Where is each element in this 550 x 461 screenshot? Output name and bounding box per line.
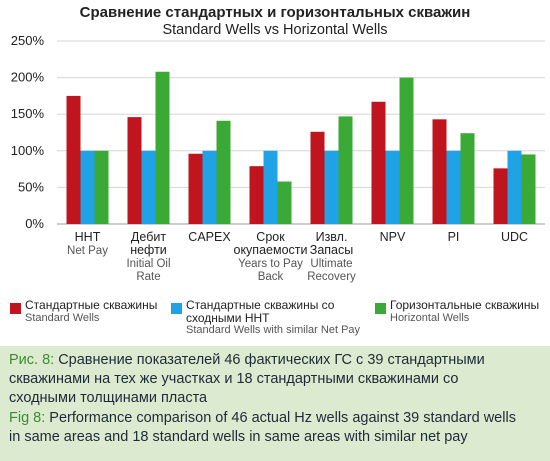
legend-swatch-standard-similar (171, 303, 182, 314)
x-tick-label-en: Rate (136, 271, 160, 283)
bar (66, 95, 81, 225)
caption-en-line1: Fig 8: Performance comparison of 46 actu… (9, 410, 516, 426)
bar (446, 150, 461, 224)
x-tick-label-en: Initial Oil (126, 258, 170, 270)
bar (324, 150, 339, 224)
chart-title: Сравнение стандартных и горизонтальных с… (79, 4, 471, 21)
legend-label-ru: Горизонтальные скважины (390, 298, 540, 312)
bar (310, 131, 325, 224)
bar (521, 154, 536, 224)
caption-ru-line3: сходными толщинами пласта (9, 390, 208, 406)
legend-swatch-standard-wells (10, 303, 21, 314)
x-tick-label: окупаемости (234, 243, 308, 257)
bar (94, 150, 109, 224)
bar (263, 150, 278, 224)
bar (202, 150, 217, 224)
legend-label-ru-line1: Стандартные скважины со (186, 298, 335, 312)
bar (338, 116, 353, 224)
legend-label-en: Standard Wells (25, 312, 100, 324)
bar (460, 133, 475, 224)
bar (216, 120, 231, 224)
x-tick-label-en: Ultimate (310, 258, 352, 270)
x-tick-label: Дебит (131, 230, 166, 244)
legend-label-ru-line2: сходными ННТ (186, 311, 270, 325)
x-tick-label: Запасы (310, 243, 353, 257)
x-tick-label-en: Net Pay (67, 245, 108, 257)
x-tick-label: NPV (380, 230, 406, 244)
bar (155, 71, 170, 224)
chart-subtitle: Standard Wells vs Horizontal Wells (162, 22, 388, 38)
legend-label-en: Horizontal Wells (390, 312, 470, 324)
bar (80, 150, 95, 224)
legend-label-en: Standard Wells with similar Net Pay (186, 324, 361, 336)
x-tick-label: нефти (130, 243, 167, 257)
bar (371, 101, 386, 224)
bar (188, 153, 203, 224)
x-tick-label: UDC (501, 230, 528, 244)
bar (432, 119, 447, 224)
x-tick-label: CAPEX (188, 230, 231, 244)
chart-area: Сравнение стандартных и горизонтальных с… (10, 4, 545, 336)
figure-caption: Рис. 8: Сравнение показателей 46 фактиче… (0, 346, 550, 461)
x-tick-label-en: Recovery (307, 271, 356, 283)
caption-ru-prefix: Рис. 8: (9, 352, 55, 368)
bar (385, 150, 400, 224)
y-tick-label: 200% (11, 70, 45, 85)
caption-ru-text1: Сравнение показателей 46 фактических ГС … (54, 352, 485, 368)
caption-ru-line1: Рис. 8: Сравнение показателей 46 фактиче… (9, 352, 485, 368)
bar (127, 117, 142, 224)
x-tick-label: ННТ (75, 230, 101, 244)
x-tick-label: PI (448, 230, 460, 244)
legend-swatch-horizontal-wells (375, 303, 386, 314)
x-tick-label-en: Back (258, 271, 284, 283)
bar (507, 150, 522, 224)
x-tick-label: Срок (256, 230, 285, 244)
caption-en-text1: Performance comparison of 46 actual Hz w… (45, 410, 516, 426)
caption-en-prefix: Fig 8: (9, 410, 46, 426)
x-tick-label: Извл. (316, 230, 348, 244)
caption-ru-line2: скважинами на тех же участках и 18 станд… (9, 371, 459, 387)
bar (249, 166, 264, 224)
bar (141, 150, 156, 224)
bar (277, 181, 292, 224)
legend-label-ru: Стандартные скважины (25, 298, 158, 312)
y-tick-label: 0% (25, 216, 44, 231)
caption-en-line2: in same areas and 18 standard wells in s… (9, 429, 468, 445)
y-tick-label: 100% (11, 143, 45, 158)
bar (493, 168, 508, 224)
y-tick-label: 250% (11, 33, 45, 48)
bar (399, 77, 414, 224)
x-tick-label-en: Years to Pay (238, 258, 303, 270)
y-tick-label: 50% (18, 179, 44, 194)
y-tick-label: 150% (11, 106, 45, 121)
